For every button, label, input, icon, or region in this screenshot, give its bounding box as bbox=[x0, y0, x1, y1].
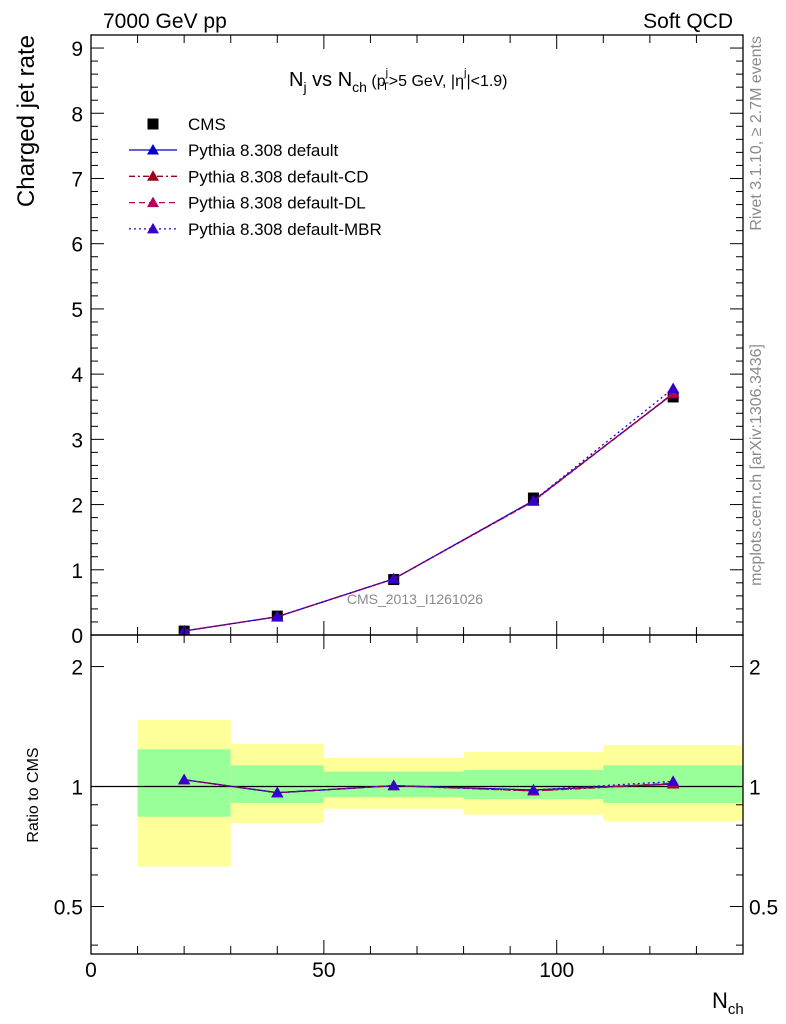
ratio-ylabel: Ratio to CMS bbox=[25, 747, 42, 842]
main-ylabel: Charged jet rate bbox=[13, 35, 40, 207]
ratio-marker-pythia-8-308-default-mbr bbox=[178, 773, 191, 785]
main-ytick-label: 5 bbox=[71, 299, 83, 322]
main-ytick-label: 7 bbox=[71, 168, 83, 191]
ratio-ytick-label: 1 bbox=[71, 777, 83, 800]
legend-label-pythia-8-308-default-mbr: Pythia 8.308 default-MBR bbox=[188, 220, 382, 239]
band-inner-1 bbox=[230, 765, 324, 803]
ratio-ytick-label-right: 1 bbox=[749, 777, 761, 800]
xtick-label: 100 bbox=[539, 959, 574, 982]
main-ytick-label: 1 bbox=[71, 560, 83, 583]
legend-label-pythia-8-308-default-dl: Pythia 8.308 default-DL bbox=[188, 194, 366, 213]
ratio-ytick-label-right: 0.5 bbox=[749, 896, 778, 919]
ratio-marker-pythia-8-308-default-mbr bbox=[387, 779, 400, 791]
ratio-ytick-label-right: 2 bbox=[749, 657, 761, 680]
axes: 0 1 2 3 4 5 6 7 8 9 0 50 100 0.5 0.5 1 1 2 2 bbox=[54, 34, 778, 982]
legend-marker-pythia-8-308-default bbox=[147, 144, 159, 155]
legend-marker-pythia-8-308-default-cd bbox=[147, 170, 159, 181]
xtick-label: 0 bbox=[85, 959, 97, 982]
legend-label-pythia-8-308-default-cd: Pythia 8.308 default-CD bbox=[188, 167, 369, 186]
legend-marker-pythia-8-308-default-mbr bbox=[147, 222, 159, 234]
legend-label-cms: CMS bbox=[188, 115, 226, 134]
ratio-uncertainty-bands bbox=[91, 719, 743, 867]
ratio-marker-pythia-8-308-default-mbr bbox=[667, 775, 680, 786]
legend: CMS Pythia 8.308 default Pythia 8.308 defa… bbox=[129, 115, 382, 239]
main-title: Nj vs Nch (pj T>5 GeV, |ηj|<1.9) bbox=[289, 67, 508, 95]
main-marker-pythia-8-308-default-mbr bbox=[527, 494, 540, 506]
main-ytick-label: 2 bbox=[71, 495, 83, 518]
main-ytick-label: 0 bbox=[71, 625, 83, 648]
energy-label: 7000 GeV pp bbox=[103, 10, 227, 33]
legend-marker-cms bbox=[147, 118, 159, 130]
xtick-label: 50 bbox=[312, 959, 335, 982]
xaxis-title: Nch bbox=[712, 988, 744, 1018]
main-line-pythia-8-308-default-dl bbox=[184, 392, 674, 632]
ratio-series bbox=[178, 773, 680, 798]
mcplots-label: mcplots.cern.ch [arXiv:1306.3436] bbox=[748, 344, 765, 586]
main-marker-pythia-8-308-default-mbr bbox=[667, 382, 680, 393]
main-marker-pythia-8-308-default-mbr bbox=[271, 610, 284, 622]
legend-label-pythia-8-308-default: Pythia 8.308 default bbox=[188, 141, 339, 160]
ratio-ytick-label: 0.5 bbox=[54, 896, 83, 919]
analysis-watermark: CMS_2013_I1261026 bbox=[347, 591, 483, 607]
process-label: Soft QCD bbox=[643, 10, 733, 33]
main-ytick-label: 6 bbox=[71, 234, 83, 257]
ratio-marker-pythia-8-308-default-mbr bbox=[527, 784, 540, 795]
main-ytick-label: 9 bbox=[71, 38, 83, 61]
main-ytick-label: 8 bbox=[71, 103, 83, 126]
ratio-marker-pythia-8-308-default-mbr bbox=[271, 786, 284, 798]
ratio-ytick-label: 2 bbox=[71, 657, 83, 680]
main-ytick-label: 3 bbox=[71, 429, 83, 452]
rivet-label: Rivet 3.1.10, ≥ 2.7M events bbox=[748, 36, 765, 231]
main-ytick-label: 4 bbox=[71, 364, 83, 387]
main-marker-pythia-8-308-default-mbr bbox=[387, 572, 400, 584]
legend-marker-pythia-8-308-default-dl bbox=[147, 196, 159, 208]
